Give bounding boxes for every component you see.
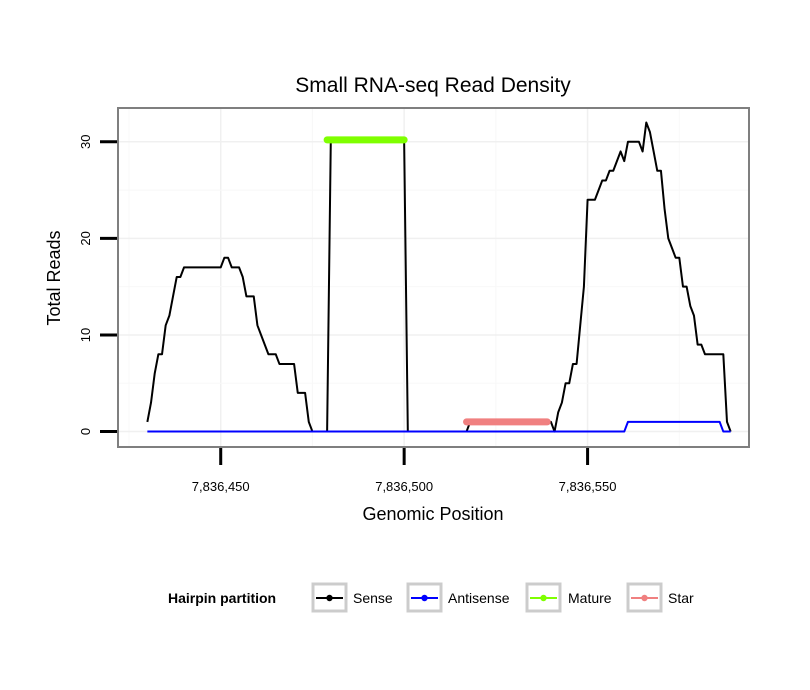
legend-item-sense: Sense: [311, 582, 393, 613]
plot-panel-border: [117, 107, 750, 448]
x-tick-label: 7,836,550: [559, 479, 617, 494]
x-axis-title: Genomic Position: [362, 504, 503, 524]
y-axis-title: Total Reads: [44, 230, 64, 325]
legend-label: Star: [668, 590, 694, 606]
y-tick-label: 20: [78, 231, 93, 245]
series-sense-line: [146, 121, 732, 433]
series-layer: [146, 121, 732, 433]
chart-title: Small RNA-seq Read Density: [295, 74, 571, 97]
legend-label: Mature: [568, 590, 612, 606]
x-tick-label: 7,836,500: [375, 479, 433, 494]
legend-key-point: [421, 594, 428, 602]
x-tick-label: 7,836,450: [192, 479, 250, 494]
legend: Hairpin partition Sense Antisense Mature…: [168, 582, 694, 613]
legend-key-point: [641, 594, 648, 602]
legend-title: Hairpin partition: [168, 590, 276, 606]
y-tick-label: 0: [78, 428, 93, 435]
legend-key-point: [540, 594, 547, 602]
y-tick-label: 30: [78, 135, 93, 149]
legend-item-mature: Mature: [525, 582, 612, 613]
y-tick-label: 10: [78, 328, 93, 342]
legend-key-point: [326, 594, 333, 602]
series-antisense-line: [147, 420, 731, 433]
axis-ticks: 7,836,450 7,836,500 7,836,550 0 10 20 30: [78, 135, 617, 494]
legend-label: Antisense: [448, 590, 510, 606]
legend-label: Sense: [353, 590, 393, 606]
legend-item-star: Star: [626, 582, 694, 613]
legend-item-antisense: Antisense: [406, 582, 510, 613]
